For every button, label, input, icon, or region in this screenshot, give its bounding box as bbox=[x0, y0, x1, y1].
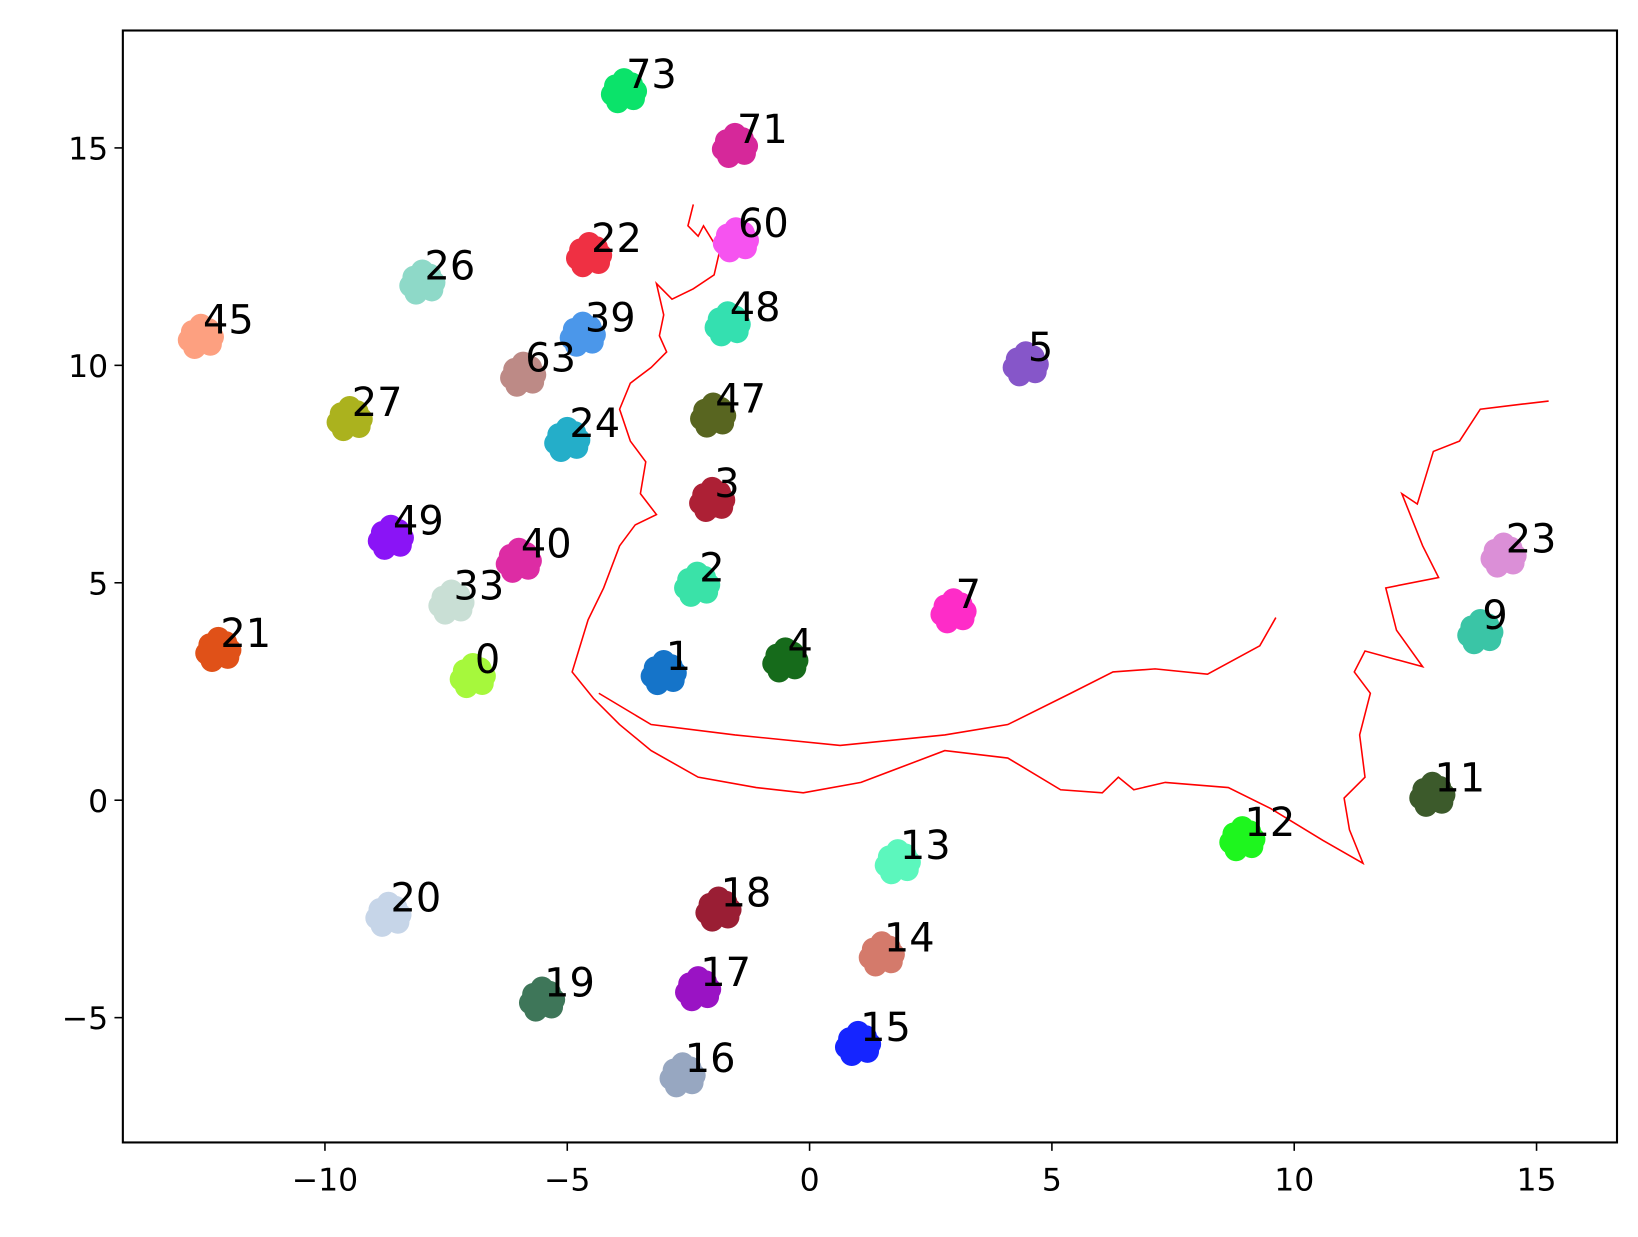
cluster-label: 0 bbox=[475, 637, 500, 683]
cluster-label: 14 bbox=[884, 915, 935, 961]
cluster-point bbox=[711, 122, 759, 169]
cluster-point bbox=[365, 891, 412, 937]
x-tick-label: 10 bbox=[1274, 1163, 1314, 1199]
cluster-label: 45 bbox=[203, 298, 254, 344]
cluster-point bbox=[428, 579, 475, 625]
cluster-label: 48 bbox=[730, 285, 781, 331]
x-tick-label: 0 bbox=[800, 1163, 820, 1199]
cluster-label: 3 bbox=[714, 461, 739, 507]
y-tick-label: 5 bbox=[88, 566, 108, 602]
trajectory-line bbox=[571, 204, 1549, 866]
cluster-label: 40 bbox=[521, 522, 572, 568]
cluster-label: 11 bbox=[1434, 756, 1485, 802]
x-tick-label: −5 bbox=[544, 1163, 590, 1199]
cluster-point bbox=[689, 476, 736, 523]
cluster-point bbox=[1457, 609, 1504, 655]
cluster-point bbox=[704, 301, 751, 347]
cluster-label: 18 bbox=[721, 870, 772, 916]
cluster-label: 1 bbox=[666, 634, 691, 680]
cluster-label: 13 bbox=[900, 823, 951, 869]
cluster-point bbox=[600, 68, 648, 114]
axes-frame bbox=[121, 29, 1619, 1144]
cluster-point bbox=[1002, 341, 1049, 387]
y-tick-label: 10 bbox=[68, 349, 108, 385]
cluster-point bbox=[195, 626, 242, 673]
cluster-point bbox=[495, 537, 542, 583]
cluster-label: 23 bbox=[1506, 516, 1557, 562]
cluster-point bbox=[177, 313, 224, 359]
cluster-point bbox=[565, 232, 613, 278]
cluster-point bbox=[518, 976, 566, 1022]
cluster-label: 9 bbox=[1482, 593, 1507, 639]
cluster-label: 39 bbox=[585, 296, 636, 342]
cluster-point bbox=[399, 259, 446, 305]
cluster-point bbox=[712, 217, 760, 263]
cluster-label: 24 bbox=[569, 401, 620, 447]
cluster-point bbox=[930, 588, 977, 634]
y-tick-label: 0 bbox=[88, 784, 108, 820]
cluster-point bbox=[326, 395, 373, 442]
cluster-label: 71 bbox=[737, 107, 788, 153]
cluster-point bbox=[858, 931, 905, 977]
cluster-point bbox=[500, 351, 547, 397]
cluster-label: 5 bbox=[1028, 325, 1053, 371]
cluster-label: 21 bbox=[220, 611, 271, 657]
cluster-label: 27 bbox=[352, 380, 403, 426]
cluster-point bbox=[1409, 771, 1456, 817]
cluster-point bbox=[559, 311, 606, 357]
cluster-label: 7 bbox=[956, 572, 981, 618]
cluster-label: 60 bbox=[738, 201, 789, 247]
x-tick-label: 5 bbox=[1042, 1163, 1062, 1199]
cluster-label: 47 bbox=[715, 376, 766, 422]
cluster-point bbox=[695, 886, 742, 932]
cluster-label: 17 bbox=[700, 950, 751, 996]
cluster-label: 12 bbox=[1244, 800, 1295, 846]
x-tick-label: 15 bbox=[1517, 1163, 1557, 1199]
cluster-point bbox=[1219, 816, 1266, 862]
cluster-point bbox=[874, 839, 921, 885]
cluster-point bbox=[690, 392, 737, 438]
cluster-point bbox=[834, 1020, 882, 1067]
cluster-point bbox=[449, 652, 496, 699]
cluster-label: 16 bbox=[685, 1036, 736, 1082]
y-tick-label: 15 bbox=[68, 131, 108, 167]
cluster-label: 4 bbox=[787, 621, 812, 667]
cluster-point bbox=[640, 649, 687, 696]
cluster-point bbox=[674, 561, 721, 607]
cluster-point bbox=[544, 416, 591, 463]
x-tick-label: −10 bbox=[292, 1163, 358, 1199]
cluster-label: 73 bbox=[626, 52, 677, 98]
cluster-label: 26 bbox=[424, 243, 475, 289]
cluster-label: 22 bbox=[591, 216, 642, 262]
cluster-label: 15 bbox=[860, 1005, 911, 1051]
cluster-label: 2 bbox=[699, 546, 724, 592]
cluster-point bbox=[1480, 532, 1527, 578]
cluster-label: 63 bbox=[525, 336, 576, 382]
cluster-point bbox=[367, 514, 414, 560]
cluster-point bbox=[659, 1052, 706, 1098]
cluster-point bbox=[762, 637, 809, 683]
cluster-label: 33 bbox=[454, 563, 505, 609]
cluster-label: 19 bbox=[544, 960, 595, 1006]
y-tick-label: −5 bbox=[62, 1001, 108, 1037]
cluster-label: 49 bbox=[393, 499, 444, 545]
cluster-label: 20 bbox=[391, 876, 442, 922]
cluster-point bbox=[675, 966, 722, 1012]
